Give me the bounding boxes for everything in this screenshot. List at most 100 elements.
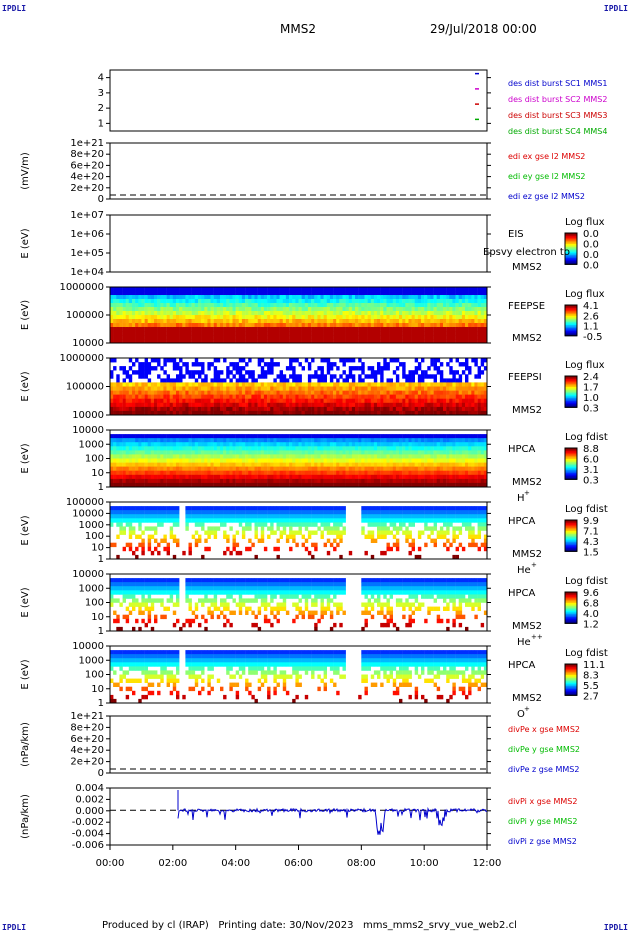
y-tick-label: 100000 (66, 382, 104, 393)
heatmap-cell (458, 398, 463, 404)
heatmap-cell (176, 510, 180, 515)
heatmap-cell (279, 378, 283, 383)
heatmap-cell (128, 331, 133, 336)
heatmap-cell (461, 299, 466, 304)
heatmap-cell (188, 434, 192, 439)
heatmap-cell (119, 335, 123, 340)
heatmap-cell (163, 510, 167, 515)
heatmap-cell (348, 287, 353, 292)
heatmap-cell (414, 446, 419, 451)
heatmap-cell (399, 295, 403, 300)
heatmap-cell (307, 454, 312, 459)
heatmap-cell (128, 546, 133, 552)
heatmap-cell (424, 382, 428, 387)
heatmap-cell (468, 466, 472, 471)
heatmap-cell (138, 518, 142, 523)
heatmap-cell (411, 323, 415, 328)
heatmap-cell (430, 386, 434, 391)
heatmap-cell (251, 327, 255, 332)
heatmap-cell (380, 438, 384, 443)
heatmap-cell (373, 295, 378, 300)
heatmap-cell (163, 446, 167, 451)
heatmap-cell (320, 303, 324, 308)
heatmap-cell (207, 470, 211, 476)
heatmap-cell (458, 482, 463, 488)
heatmap-cell (216, 319, 221, 324)
heatmap-cell (301, 446, 305, 451)
heatmap-cell (329, 366, 334, 371)
heatmap-cell (477, 462, 481, 467)
heatmap-cell (220, 303, 224, 308)
heatmap-cell (292, 295, 296, 300)
heatmap-cell (232, 390, 236, 395)
heatmap-cell (408, 335, 412, 340)
heatmap-cell (147, 331, 152, 336)
heatmap-cell (351, 366, 356, 371)
heatmap-cell (147, 410, 152, 416)
heatmap-cell (172, 458, 177, 463)
heatmap-cell (172, 394, 177, 399)
heatmap-cell (333, 394, 337, 399)
heatmap-cell (436, 470, 441, 476)
heatmap-cell (276, 462, 280, 467)
heatmap-cell (144, 454, 148, 459)
heatmap-cell (147, 307, 152, 312)
heatmap-cell (414, 450, 419, 455)
heatmap-cell (304, 410, 309, 416)
heatmap-cell (483, 303, 488, 308)
heatmap-cell (383, 323, 387, 328)
heatmap-cell (301, 315, 305, 320)
heatmap-cell (405, 402, 409, 408)
heatmap-cell (138, 506, 142, 511)
heatmap-cell (257, 458, 262, 463)
heatmap-cell (436, 466, 441, 471)
heatmap-cell (373, 315, 378, 320)
heatmap-cell (116, 323, 120, 328)
heatmap-cell (191, 474, 196, 480)
heatmap-cell (323, 319, 327, 324)
heatmap-cell (452, 370, 456, 375)
heatmap-cell (204, 434, 208, 439)
heatmap-cell (326, 398, 331, 404)
heatmap-cell (439, 319, 444, 324)
heatmap-cell (172, 291, 177, 296)
heatmap-cell (471, 390, 475, 395)
heatmap-cell (289, 482, 293, 488)
heatmap-cell (433, 454, 437, 459)
heatmap-cell (468, 307, 472, 312)
heatmap-cell (110, 358, 114, 363)
heatmap-cell (160, 291, 164, 296)
heatmap-cell (424, 454, 428, 459)
heatmap-cell (449, 442, 453, 447)
heatmap-cell (267, 295, 271, 300)
heatmap-cell (389, 315, 393, 320)
heatmap-cell (345, 478, 349, 484)
heatmap-cell (285, 382, 290, 387)
heatmap-cell (273, 335, 277, 340)
heatmap-cell (257, 358, 262, 363)
heatmap-cell (345, 307, 349, 312)
heatmap-cell (449, 327, 453, 332)
heatmap-cell (458, 339, 463, 344)
heatmap-cell (386, 339, 390, 344)
heatmap-cell (207, 526, 211, 531)
heatmap-cell (144, 462, 148, 467)
heatmap-cell (417, 291, 422, 296)
heatmap-cell (414, 358, 419, 363)
heatmap-cell (147, 534, 152, 539)
heatmap-cell (408, 438, 412, 443)
heatmap-cell (138, 327, 142, 332)
heatmap-cell (132, 327, 136, 332)
heatmap-cell (191, 303, 196, 308)
heatmap-cell (483, 462, 488, 467)
heatmap-cell (119, 311, 123, 316)
heatmap-cell (292, 327, 296, 332)
heatmap-cell (235, 386, 240, 391)
heatmap-cell (154, 434, 158, 439)
heatmap-cell (125, 382, 130, 387)
heatmap-cell (119, 478, 123, 484)
heatmap-cell (348, 307, 353, 312)
heatmap-cell (402, 434, 406, 439)
heatmap-cell (433, 410, 437, 416)
heatmap-cell (443, 327, 447, 332)
